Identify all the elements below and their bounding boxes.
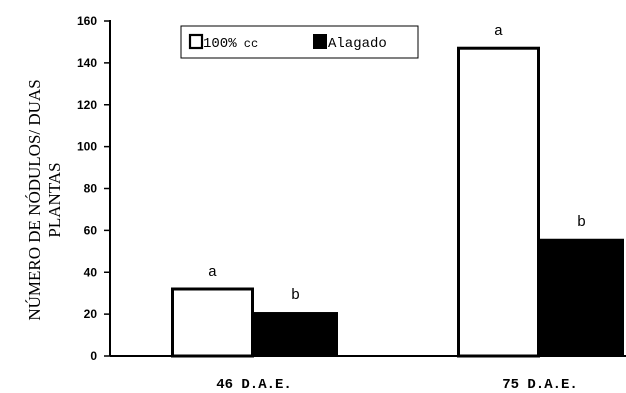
bar-alagado-1 bbox=[254, 312, 338, 356]
y-tick-label: 0 bbox=[90, 349, 97, 363]
y-tick-label: 20 bbox=[84, 307, 98, 321]
category-labels: 46 D.A.E. 75 D.A.E. bbox=[216, 377, 578, 393]
category-label: 75 D.A.E. bbox=[502, 377, 578, 393]
y-tick-label: 60 bbox=[84, 223, 98, 237]
legend: 100% cc Alagado bbox=[180, 25, 419, 59]
data-label: b bbox=[577, 214, 586, 231]
y-tick-label: 120 bbox=[77, 98, 97, 112]
bar-100-cc-2 bbox=[457, 46, 540, 358]
y-tick-label: 160 bbox=[77, 14, 97, 28]
y-axis-label-line-2: PLANTAS bbox=[45, 162, 64, 237]
legend-label-alagado: Alagado bbox=[328, 36, 387, 52]
y-tick-label: 100 bbox=[77, 140, 97, 154]
bars bbox=[171, 46, 624, 358]
y-axis-ticks: 0 20 40 60 80 100 120 140 160 bbox=[77, 14, 110, 363]
data-labels: a b a b bbox=[208, 23, 586, 304]
y-tick-label: 40 bbox=[84, 265, 98, 279]
data-label: a bbox=[208, 264, 217, 281]
y-axis-label: NÚMERO DE NÓDULOS/ DUAS PLANTAS bbox=[25, 79, 64, 320]
data-label: a bbox=[494, 23, 503, 40]
y-tick-label: 140 bbox=[77, 56, 97, 70]
category-label: 46 D.A.E. bbox=[216, 377, 292, 393]
bar-alagado-2 bbox=[540, 238, 624, 356]
y-axis-label-line-1: NÚMERO DE NÓDULOS/ DUAS bbox=[25, 79, 44, 320]
legend-swatch-100-cc bbox=[188, 33, 204, 50]
data-label: b bbox=[291, 287, 300, 304]
legend-label-100-cc: 100% cc bbox=[203, 36, 258, 52]
y-tick-label: 80 bbox=[84, 182, 98, 196]
bar-100-cc-1 bbox=[171, 287, 254, 358]
legend-box bbox=[180, 25, 419, 59]
legend-swatch-alagado bbox=[313, 34, 327, 49]
